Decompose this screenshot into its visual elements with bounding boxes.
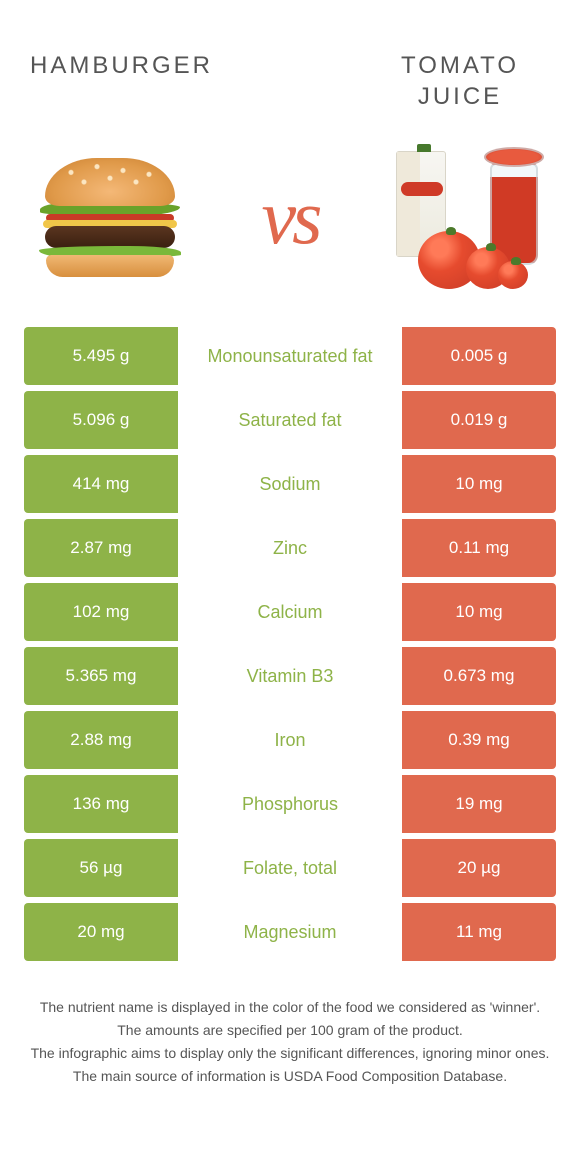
vs-label: vs bbox=[262, 172, 319, 262]
right-value: 10 mg bbox=[402, 583, 556, 641]
left-value: 56 µg bbox=[24, 839, 178, 897]
comparison-table: 5.495 gMonounsaturated fat0.005 g 5.096 g… bbox=[0, 327, 580, 961]
left-value: 414 mg bbox=[24, 455, 178, 513]
table-row: 20 mgMagnesium11 mg bbox=[24, 903, 556, 961]
nutrient-label: Folate, total bbox=[178, 839, 402, 897]
footer-line: The amounts are specified per 100 gram o… bbox=[28, 1020, 552, 1041]
table-row: 5.495 gMonounsaturated fat0.005 g bbox=[24, 327, 556, 385]
nutrient-label: Vitamin B3 bbox=[178, 647, 402, 705]
right-value: 10 mg bbox=[402, 455, 556, 513]
nutrient-label: Phosphorus bbox=[178, 775, 402, 833]
table-row: 5.365 mgVitamin B30.673 mg bbox=[24, 647, 556, 705]
table-row: 2.87 mgZinc0.11 mg bbox=[24, 519, 556, 577]
left-food-title: Hamburger bbox=[30, 50, 210, 112]
nutrient-label: Calcium bbox=[178, 583, 402, 641]
nutrient-label: Zinc bbox=[178, 519, 402, 577]
right-value: 0.11 mg bbox=[402, 519, 556, 577]
left-value: 2.88 mg bbox=[24, 711, 178, 769]
nutrient-label: Monounsaturated fat bbox=[178, 327, 402, 385]
left-value: 102 mg bbox=[24, 583, 178, 641]
left-value: 20 mg bbox=[24, 903, 178, 961]
header: Hamburger Tomato juice bbox=[0, 0, 580, 122]
left-value: 136 mg bbox=[24, 775, 178, 833]
table-row: 2.88 mgIron0.39 mg bbox=[24, 711, 556, 769]
right-value: 0.673 mg bbox=[402, 647, 556, 705]
tomato-juice-icon bbox=[390, 147, 550, 287]
left-value: 5.365 mg bbox=[24, 647, 178, 705]
right-value: 11 mg bbox=[402, 903, 556, 961]
left-value: 5.495 g bbox=[24, 327, 178, 385]
table-row: 414 mgSodium10 mg bbox=[24, 455, 556, 513]
footer-line: The nutrient name is displayed in the co… bbox=[28, 997, 552, 1018]
right-value: 0.39 mg bbox=[402, 711, 556, 769]
footer-notes: The nutrient name is displayed in the co… bbox=[0, 967, 580, 1087]
left-value: 2.87 mg bbox=[24, 519, 178, 577]
table-row: 136 mgPhosphorus19 mg bbox=[24, 775, 556, 833]
right-food-title: Tomato juice bbox=[370, 50, 550, 112]
nutrient-label: Iron bbox=[178, 711, 402, 769]
right-value: 19 mg bbox=[402, 775, 556, 833]
nutrient-label: Saturated fat bbox=[178, 391, 402, 449]
right-value: 0.019 g bbox=[402, 391, 556, 449]
table-row: 102 mgCalcium10 mg bbox=[24, 583, 556, 641]
nutrient-label: Magnesium bbox=[178, 903, 402, 961]
nutrient-label: Sodium bbox=[178, 455, 402, 513]
table-row: 5.096 gSaturated fat0.019 g bbox=[24, 391, 556, 449]
footer-line: The infographic aims to display only the… bbox=[28, 1043, 552, 1064]
hero: vs bbox=[0, 122, 580, 327]
hamburger-icon bbox=[30, 147, 190, 287]
right-value: 0.005 g bbox=[402, 327, 556, 385]
footer-line: The main source of information is USDA F… bbox=[28, 1066, 552, 1087]
left-value: 5.096 g bbox=[24, 391, 178, 449]
table-row: 56 µgFolate, total20 µg bbox=[24, 839, 556, 897]
right-value: 20 µg bbox=[402, 839, 556, 897]
